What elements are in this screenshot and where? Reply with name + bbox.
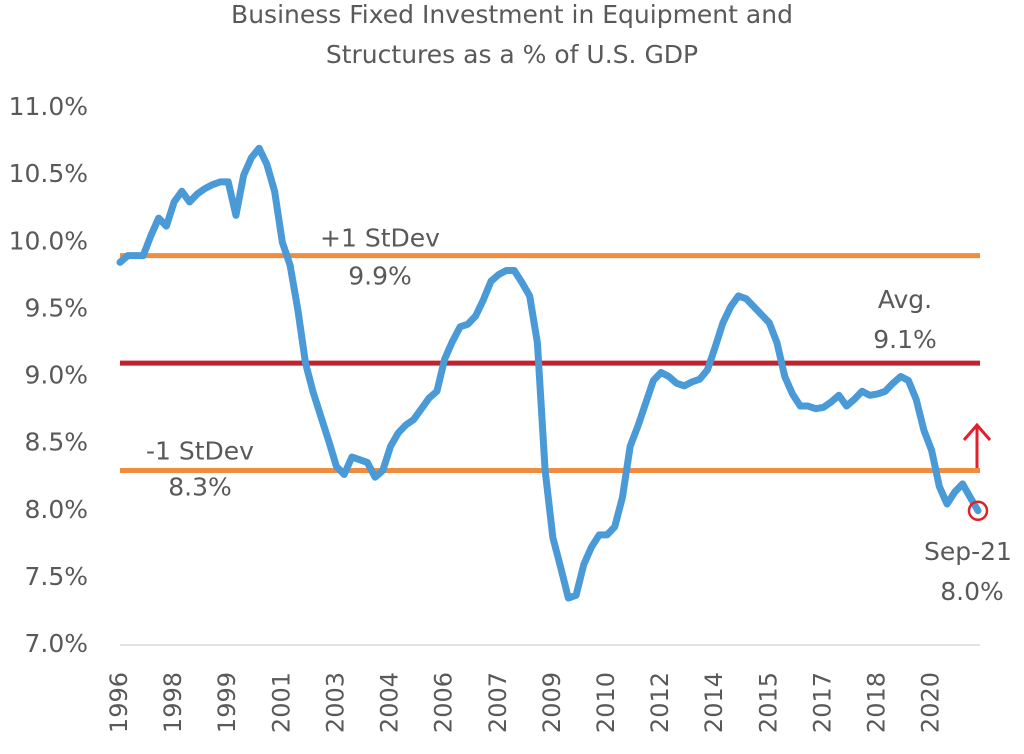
x-tick-label: 2009 — [538, 672, 566, 733]
reference-value-label: 9.1% — [873, 325, 937, 354]
reference-value-label: 8.3% — [168, 472, 232, 501]
x-tick-label: 1998 — [159, 672, 187, 733]
annotation-label: Sep-21 — [924, 537, 1012, 566]
chart-title: Structures as a % of U.S. GDP — [326, 40, 698, 69]
reference-label: +1 StDev — [320, 224, 440, 253]
y-tick-label: 10.0% — [9, 226, 88, 255]
x-tick-label: 2007 — [484, 672, 512, 733]
x-tick-label: 1996 — [105, 672, 133, 733]
x-tick-label: 2004 — [376, 672, 404, 733]
reference-label: -1 StDev — [146, 436, 254, 465]
y-tick-label: 8.5% — [24, 428, 88, 457]
y-tick-label: 10.5% — [9, 159, 88, 188]
x-tick-label: 2012 — [646, 672, 674, 733]
x-tick-label: 2003 — [321, 672, 349, 733]
reference-value-label: 9.9% — [348, 262, 412, 291]
y-tick-label: 7.0% — [24, 629, 88, 658]
x-tick-label: 2018 — [863, 672, 891, 733]
x-tick-label: 1999 — [213, 672, 241, 733]
x-tick-label: 2015 — [754, 672, 782, 733]
reference-label: Avg. — [878, 285, 932, 314]
x-tick-label: 2020 — [917, 672, 945, 733]
y-tick-label: 7.5% — [24, 562, 88, 591]
x-tick-label: 2001 — [267, 672, 295, 733]
highlight-point — [967, 500, 989, 521]
x-tick-label: 2017 — [808, 672, 836, 733]
chart-title: Business Fixed Investment in Equipment a… — [231, 0, 793, 29]
y-tick-label: 9.0% — [24, 361, 88, 390]
x-tick-label: 2006 — [430, 672, 458, 733]
data-line — [116, 144, 982, 602]
x-tick-label: 2014 — [700, 672, 728, 733]
y-tick-label: 9.5% — [24, 293, 88, 322]
y-tick-label: 11.0% — [9, 92, 88, 121]
arrow — [962, 422, 992, 468]
y-tick-label: 8.0% — [24, 495, 88, 524]
annotation-value-label: 8.0% — [940, 577, 1004, 606]
x-tick-label: 2010 — [592, 672, 620, 733]
